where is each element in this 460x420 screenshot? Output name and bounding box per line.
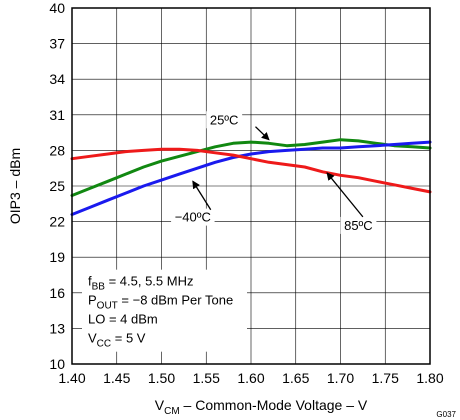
x-tick-labels: 1.40 1.45 1.50 1.55 1.60 1.65 1.70 1.75 1.80 [58,370,443,386]
y-tick-label: 22 [49,214,65,230]
plot-frame [71,7,431,365]
condition-line: VCC = 5 V [88,331,146,350]
series-label: 85ºC [344,218,373,233]
y-tick-label: 31 [49,107,65,123]
conditions-background [82,269,247,352]
y-tick-label: 25 [49,178,65,194]
condition-line: fBB = 4.5, 5.5 MHz [88,274,193,293]
x-tick-label: 1.60 [237,370,264,386]
series-label-background [206,111,243,129]
x-tick-label: 1.70 [327,370,354,386]
series-label: 25ºC [210,112,239,127]
y-axis-label: OIP3 – dBm [7,148,23,224]
condition-line: POUT = −8 dBm Per Tone [88,293,233,312]
series-line [70,138,432,197]
x-tick-label: 1.65 [282,370,309,386]
x-tick-label: 1.75 [372,370,399,386]
condition-line: LO = 4 dBm [88,312,158,327]
series-label-background [340,216,377,234]
x-axis-label: VCM – Common-Mode Voltage – V [155,397,368,417]
y-tick-label: 13 [49,320,65,336]
x-tick-label: 1.45 [103,370,130,386]
y-tick-label: 28 [49,142,65,158]
series-label-arrow [326,172,364,218]
series-group [70,138,432,216]
y-tick-label: 40 [49,0,65,16]
figure-id: G037 [436,410,456,419]
y-tick-label: 37 [49,36,65,52]
series-line [70,147,432,194]
series-label-arrow [255,126,270,141]
series-line [70,140,432,216]
x-tick-label: 1.55 [193,370,220,386]
y-tick-label: 19 [49,249,65,265]
x-tick-label: 1.40 [58,370,85,386]
x-tick-label: 1.80 [416,370,443,386]
series-annotations: 25ºC −40ºC 85ºC [171,111,377,234]
series-label-arrow [192,180,212,211]
y-tick-label: 16 [49,285,65,301]
y-tick-label: 10 [49,356,65,372]
series-label-background [171,208,215,226]
y-tick-label: 34 [49,71,65,87]
y-tick-labels: 10 13 16 19 22 25 28 31 34 37 40 [49,0,65,372]
series-label: −40ºC [175,210,211,225]
x-tick-label: 1.50 [148,370,175,386]
